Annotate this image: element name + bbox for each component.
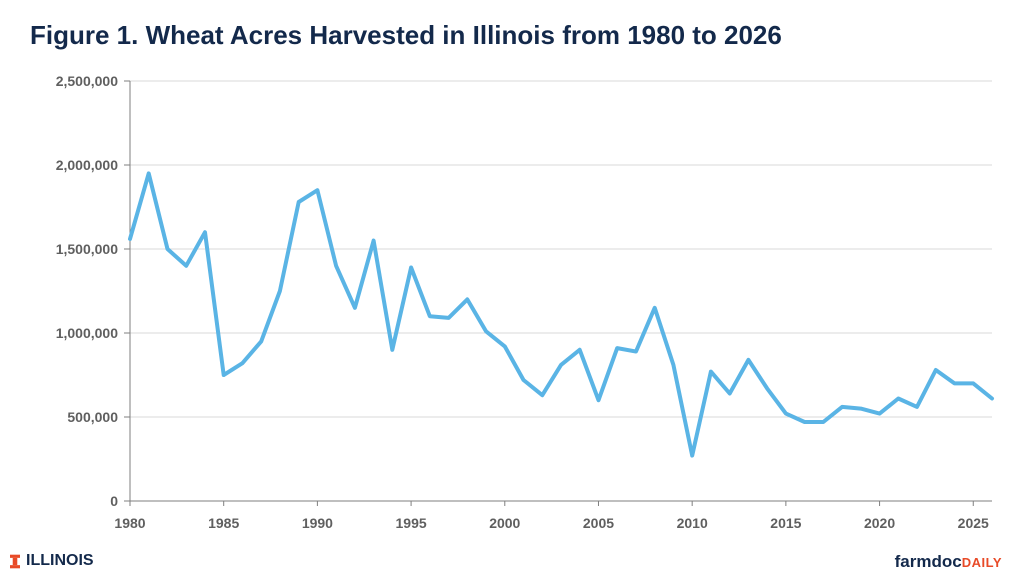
axes bbox=[124, 80, 992, 506]
y-tick-label: 500,000 bbox=[67, 409, 118, 425]
y-tick-label: 2,500,000 bbox=[56, 73, 118, 89]
x-tick-label: 1990 bbox=[302, 515, 333, 531]
x-tick-label: 1980 bbox=[114, 515, 145, 531]
x-tick-labels: 1980 1985 1990 1995 2000 2005 2010 2015 2020 2025 bbox=[114, 515, 989, 531]
farmdoc-daily-logo: farmdocDAILY bbox=[895, 552, 1002, 572]
daily-logo-text: DAILY bbox=[961, 555, 1002, 570]
x-tick-label: 2005 bbox=[583, 515, 614, 531]
x-tick-label: 2015 bbox=[770, 515, 801, 531]
x-tick-label: 2010 bbox=[677, 515, 708, 531]
y-tick-labels: 0 500,000 1,000,000 1,500,000 2,000,000 2,500… bbox=[56, 73, 119, 509]
x-tick-label: 2025 bbox=[958, 515, 989, 531]
y-tick-label: 1,000,000 bbox=[56, 325, 118, 341]
x-tick-label: 2020 bbox=[864, 515, 895, 531]
block-i-icon bbox=[10, 554, 20, 568]
x-tick-label: 2000 bbox=[489, 515, 520, 531]
farmdoc-logo-text: farmdoc bbox=[894, 552, 962, 571]
x-tick-label: 1995 bbox=[396, 515, 427, 531]
gridlines bbox=[130, 80, 992, 418]
series-line bbox=[128, 171, 994, 458]
illinois-logo-text: ILLINOIS bbox=[26, 552, 94, 569]
y-tick-label: 2,000,000 bbox=[56, 157, 118, 173]
chart-title: Figure 1. Wheat Acres Harvested in Illin… bbox=[30, 20, 782, 50]
y-tick-label: 1,500,000 bbox=[56, 241, 118, 257]
illinois-logo: ILLINOIS bbox=[10, 552, 94, 570]
series-layer bbox=[128, 171, 994, 458]
x-tick-label: 1985 bbox=[208, 515, 239, 531]
y-tick-label: 0 bbox=[110, 493, 118, 509]
